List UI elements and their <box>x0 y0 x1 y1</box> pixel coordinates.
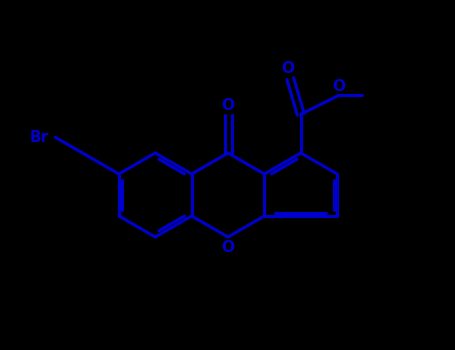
Text: O: O <box>222 239 234 254</box>
Text: Br: Br <box>30 130 49 145</box>
Text: O: O <box>222 98 234 113</box>
Text: O: O <box>332 79 345 94</box>
Text: O: O <box>282 61 295 76</box>
